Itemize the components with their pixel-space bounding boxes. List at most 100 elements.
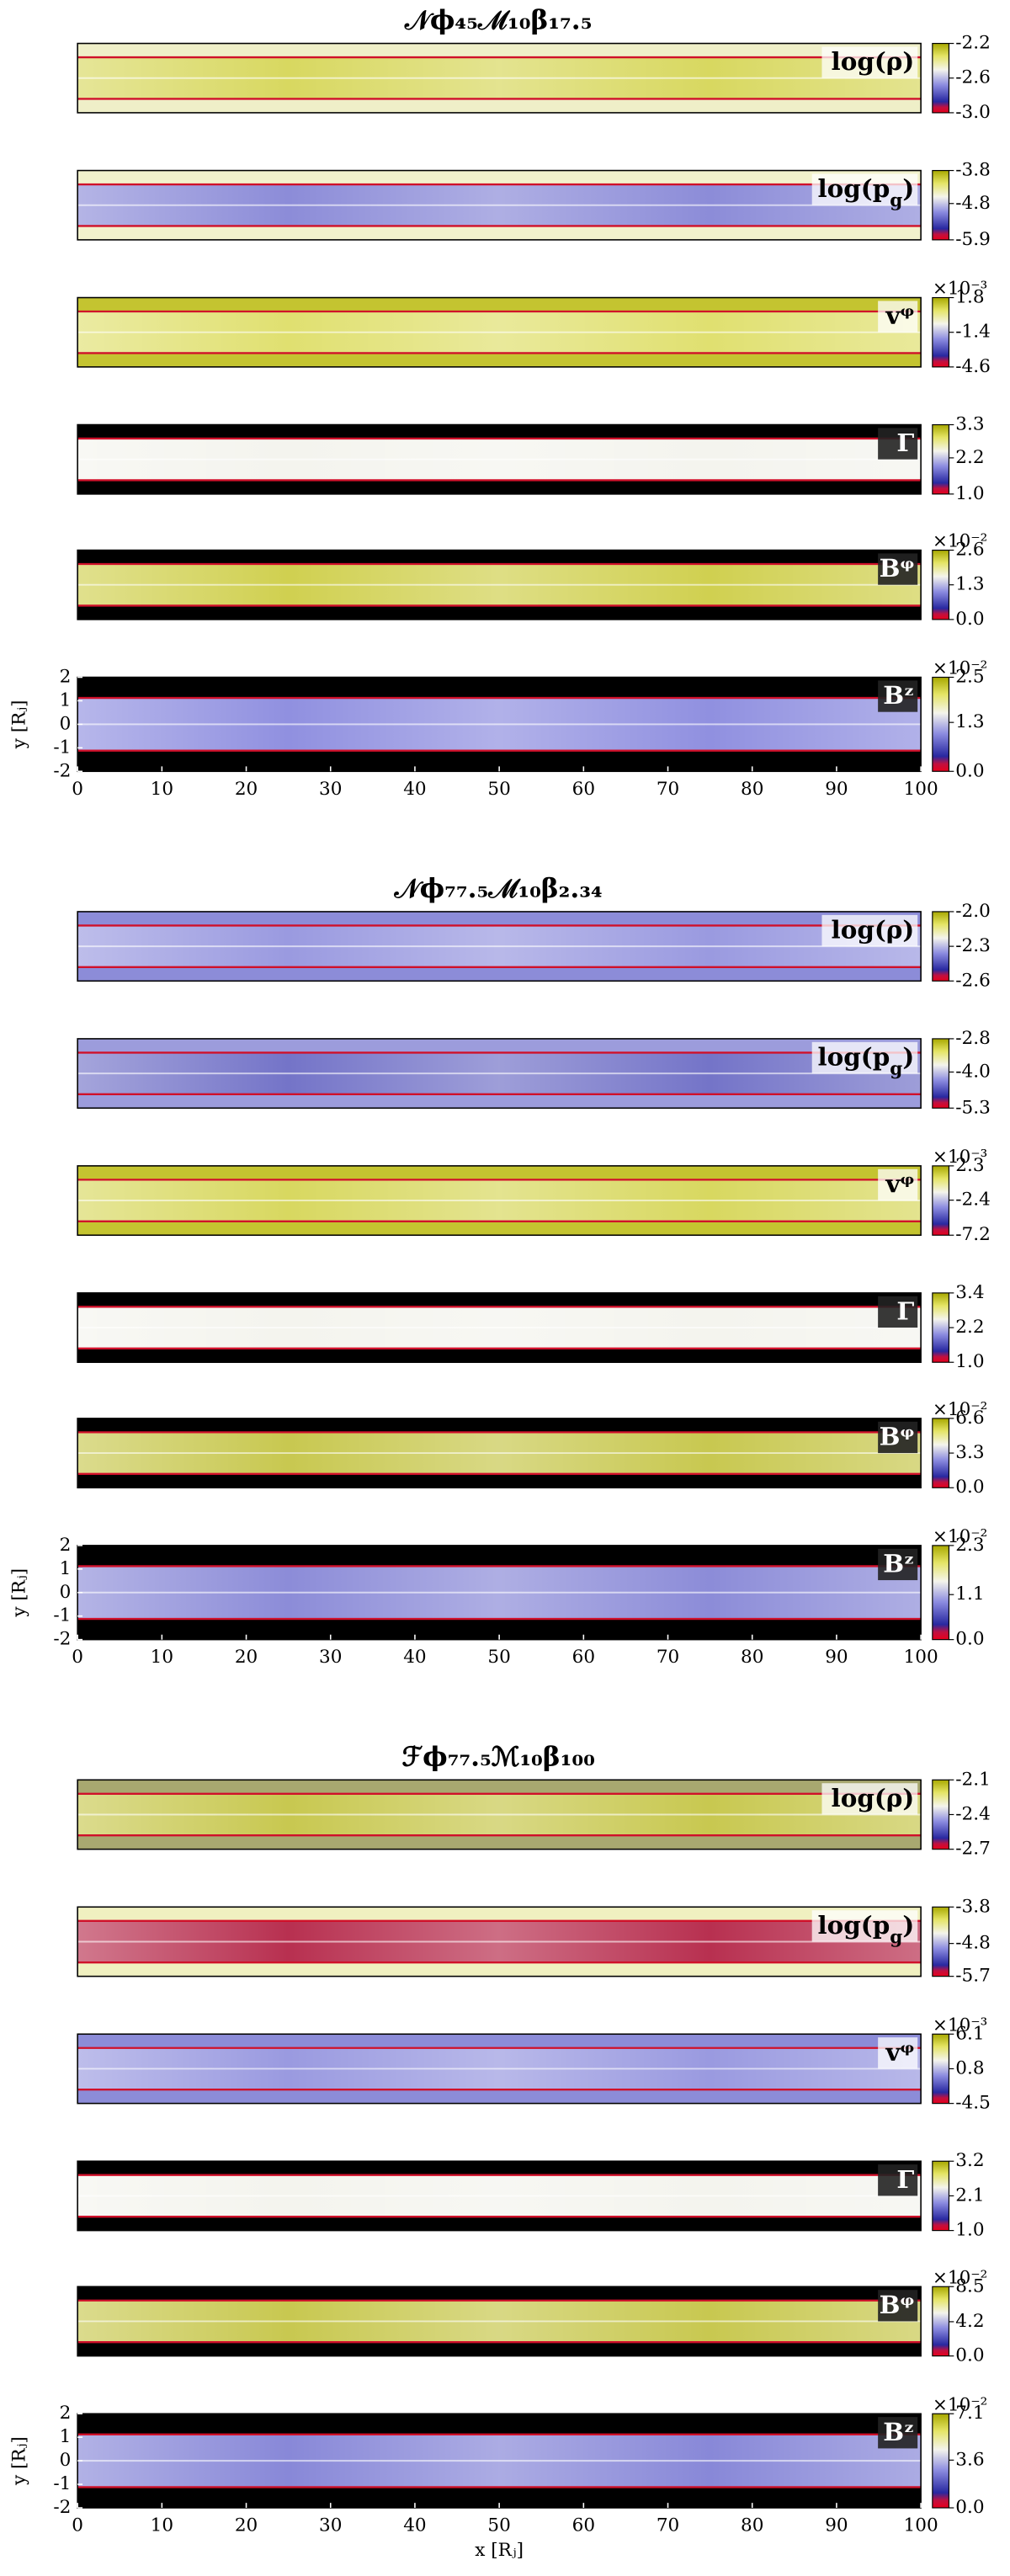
colorbar-tick-label: 1.3 xyxy=(955,711,984,732)
panel-label-part: vᵠ xyxy=(885,2037,914,2067)
panel-label-box xyxy=(878,680,918,712)
x-tick-label: 40 xyxy=(403,779,426,800)
x-tick-label: 20 xyxy=(235,1647,258,1668)
panel-label-part: Bᵠ xyxy=(880,2290,915,2319)
panel-label: Bᶻ xyxy=(883,2417,914,2446)
panel-label-part: log(p xyxy=(817,1041,890,1071)
colorbar xyxy=(932,676,950,772)
colorbar-tick-label: 2.5 xyxy=(955,667,984,688)
colorbar-tick-label: 3.4 xyxy=(955,1282,984,1303)
colorbar-tick-label: -5.9 xyxy=(955,229,991,250)
colorbar-tick-label: -4.8 xyxy=(955,193,991,214)
colorbar-tick-label: -4.5 xyxy=(955,2093,991,2114)
panel-label-box xyxy=(878,1168,918,1201)
x-tick-label: 30 xyxy=(319,1647,342,1668)
colorbar-tick-label: -2.3 xyxy=(955,935,991,956)
x-tick-label: 100 xyxy=(904,1647,938,1668)
panel-label-box xyxy=(821,1783,918,1815)
panel-label: log(ρ) xyxy=(832,914,915,944)
x-tick-label: 90 xyxy=(825,779,848,800)
x-tick-label: 30 xyxy=(319,2515,342,2536)
colorbar-tick-label: 2.1 xyxy=(955,2185,984,2206)
panel-label-part: ) xyxy=(902,1910,914,1940)
colorbar-tick-label: -3.8 xyxy=(955,1896,991,1917)
panel-label: vᵠ xyxy=(885,2037,914,2067)
x-tick-label: 10 xyxy=(151,1647,173,1668)
colorbar-tick-label: 0.0 xyxy=(955,609,984,630)
colorbar-tick-label: 6.6 xyxy=(955,1408,984,1429)
panel-frame xyxy=(77,169,922,241)
y-tick-label: 2 xyxy=(60,2403,72,2424)
x-tick-label: 0 xyxy=(72,1647,83,1668)
panel-label: Γ xyxy=(896,2164,914,2194)
colorbar-tick-label: 1.0 xyxy=(955,1351,984,1372)
colorbar-tick-label: -2.4 xyxy=(955,1803,991,1824)
panel-frame xyxy=(77,549,922,620)
colorbar-tick-label: 3.6 xyxy=(955,2449,984,2470)
panel-frame xyxy=(77,42,922,114)
panel-frame xyxy=(77,1165,922,1237)
panel-label-box xyxy=(878,2290,918,2322)
y-axis-label: y [Rⱼ] xyxy=(9,1568,30,1618)
x-tick-label: 80 xyxy=(741,2515,763,2536)
panel-frame xyxy=(77,423,922,495)
colorbar-tick-label: 2.3 xyxy=(955,1155,984,1176)
colorbar-tick-label: -5.3 xyxy=(955,1097,991,1118)
panel-label-box xyxy=(878,553,918,585)
panel-frame xyxy=(77,1292,922,1364)
panel-label-part: log(p xyxy=(817,1910,890,1940)
x-tick-label: 40 xyxy=(403,1647,426,1668)
colorbar-tick-label: -4.0 xyxy=(955,1061,991,1082)
colorbar-tick-label: 1.0 xyxy=(955,483,984,504)
panel-frame xyxy=(77,1779,922,1850)
panel-label: Bᶻ xyxy=(883,680,914,710)
x-tick-label: 0 xyxy=(72,779,83,800)
colorbar-multiplier: ×10⁻² xyxy=(933,1526,987,1547)
colorbar-tick-label: -2.2 xyxy=(955,33,991,54)
panel-label-box xyxy=(878,1296,918,1328)
colorbar-tick-label: -2.0 xyxy=(955,901,991,922)
x-tick-label: 70 xyxy=(656,2515,679,2536)
colorbar-tick-label: -4.8 xyxy=(955,1933,991,1954)
x-tick-label: 60 xyxy=(572,1647,595,1668)
panel-frame xyxy=(77,2160,922,2232)
colorbar-tick-label: -3.0 xyxy=(955,102,991,123)
x-tick-label: 50 xyxy=(487,1647,510,1668)
panel-label-part: Bᶻ xyxy=(883,680,914,710)
colorbar-tick-label: 1.1 xyxy=(955,1583,984,1605)
x-tick-label: 10 xyxy=(151,779,173,800)
colorbar xyxy=(932,911,950,982)
panel-label: vᵠ xyxy=(885,301,914,330)
panel-label-box xyxy=(878,2417,918,2449)
panel-label: Γ xyxy=(896,1296,914,1325)
colorbar xyxy=(932,423,950,495)
y-tick-label: -1 xyxy=(53,2473,71,2494)
colorbar xyxy=(932,2160,950,2232)
colorbar-tick-label: 3.3 xyxy=(955,1442,984,1463)
x-tick-label: 60 xyxy=(572,2515,595,2536)
colorbar-tick-label: 3.2 xyxy=(955,2150,984,2171)
panel-label-box xyxy=(878,428,918,460)
panel-frame xyxy=(77,1038,922,1110)
colorbar xyxy=(932,1779,950,1850)
x-tick-label: 60 xyxy=(572,779,595,800)
colorbar xyxy=(932,1038,950,1109)
colorbar xyxy=(932,1418,950,1488)
panel-label: Bᵠ xyxy=(880,553,915,583)
y-tick-label: 0 xyxy=(60,2450,72,2471)
panel-label-part: vᵠ xyxy=(885,1168,914,1198)
panel-label-box xyxy=(878,2164,918,2196)
figure-title: 𝒩ϕ₄₅ℳ₁₀β₁₇.₅ xyxy=(404,6,593,36)
panel-label: Bᵠ xyxy=(880,2290,915,2319)
y-axis-label: y [Rⱼ] xyxy=(9,2436,30,2486)
y-tick-label: -1 xyxy=(53,1605,71,1626)
x-tick-label: 80 xyxy=(741,779,763,800)
colorbar-tick-label: 7.1 xyxy=(955,2403,984,2424)
colorbar-tick-label: 6.1 xyxy=(955,2023,984,2044)
colorbar-multiplier: ×10⁻³ xyxy=(933,1147,987,1168)
colorbar-tick-label: -2.7 xyxy=(955,1839,991,1860)
colorbar-tick-label: -2.8 xyxy=(955,1028,991,1049)
x-axis-label: x [Rⱼ] xyxy=(475,2540,524,2561)
colorbar-tick-label: -1.4 xyxy=(955,322,991,343)
